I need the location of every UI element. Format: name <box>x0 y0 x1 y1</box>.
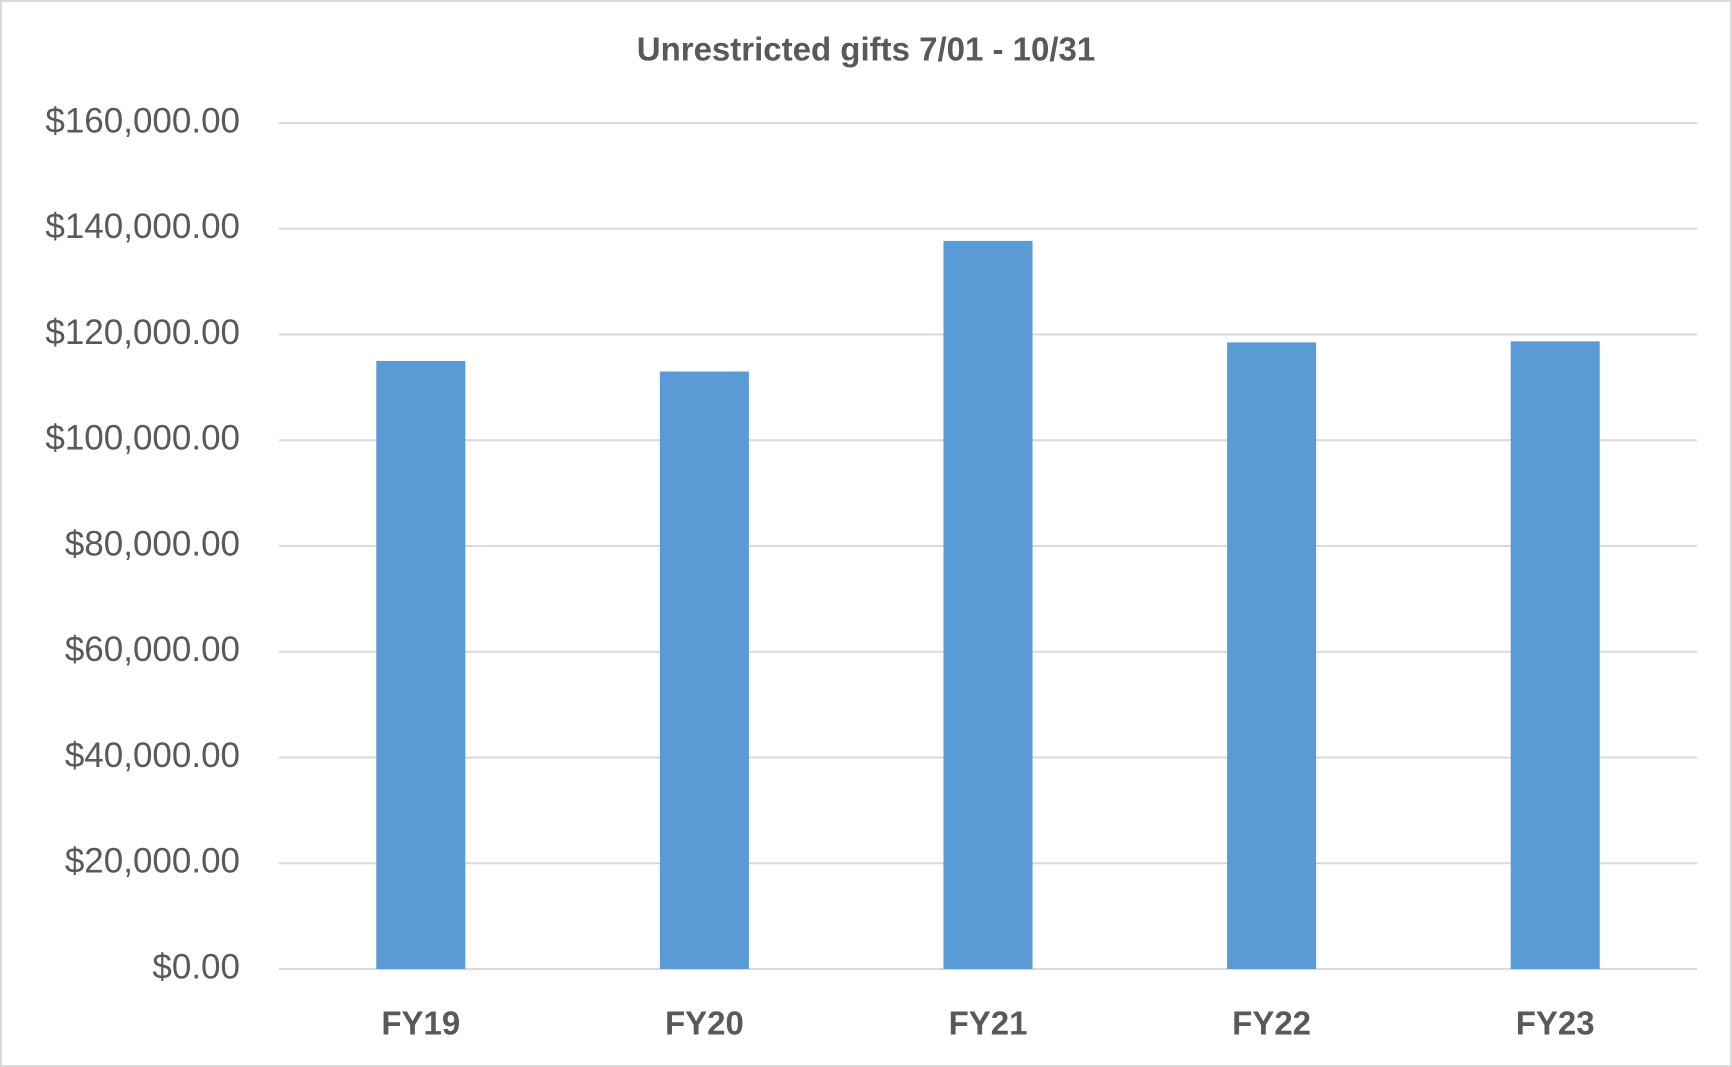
y-tick-label: $0.00 <box>152 947 240 986</box>
bar <box>376 360 466 969</box>
bar <box>943 240 1033 969</box>
bar <box>659 371 749 969</box>
x-tick-label: FY23 <box>1516 1005 1595 1042</box>
x-tick-label: FY20 <box>665 1005 744 1042</box>
y-tick-label: $100,000.00 <box>45 419 240 458</box>
y-tick-label: $80,000.00 <box>65 524 240 563</box>
y-tick-label: $20,000.00 <box>65 842 240 881</box>
y-tick-label: $120,000.00 <box>45 313 240 352</box>
bar <box>1510 341 1600 969</box>
x-tick-label: FY22 <box>1232 1005 1311 1042</box>
y-tick-label: $40,000.00 <box>65 736 240 775</box>
chart-title: Unrestricted gifts 7/01 - 10/31 <box>637 31 1096 68</box>
y-tick-label: $160,000.00 <box>45 101 240 140</box>
x-tick-label: FY19 <box>381 1005 460 1042</box>
y-tick-label: $140,000.00 <box>45 207 240 246</box>
x-tick-label: FY21 <box>949 1005 1028 1042</box>
y-tick-label: $60,000.00 <box>65 630 240 669</box>
bar <box>1227 342 1317 969</box>
